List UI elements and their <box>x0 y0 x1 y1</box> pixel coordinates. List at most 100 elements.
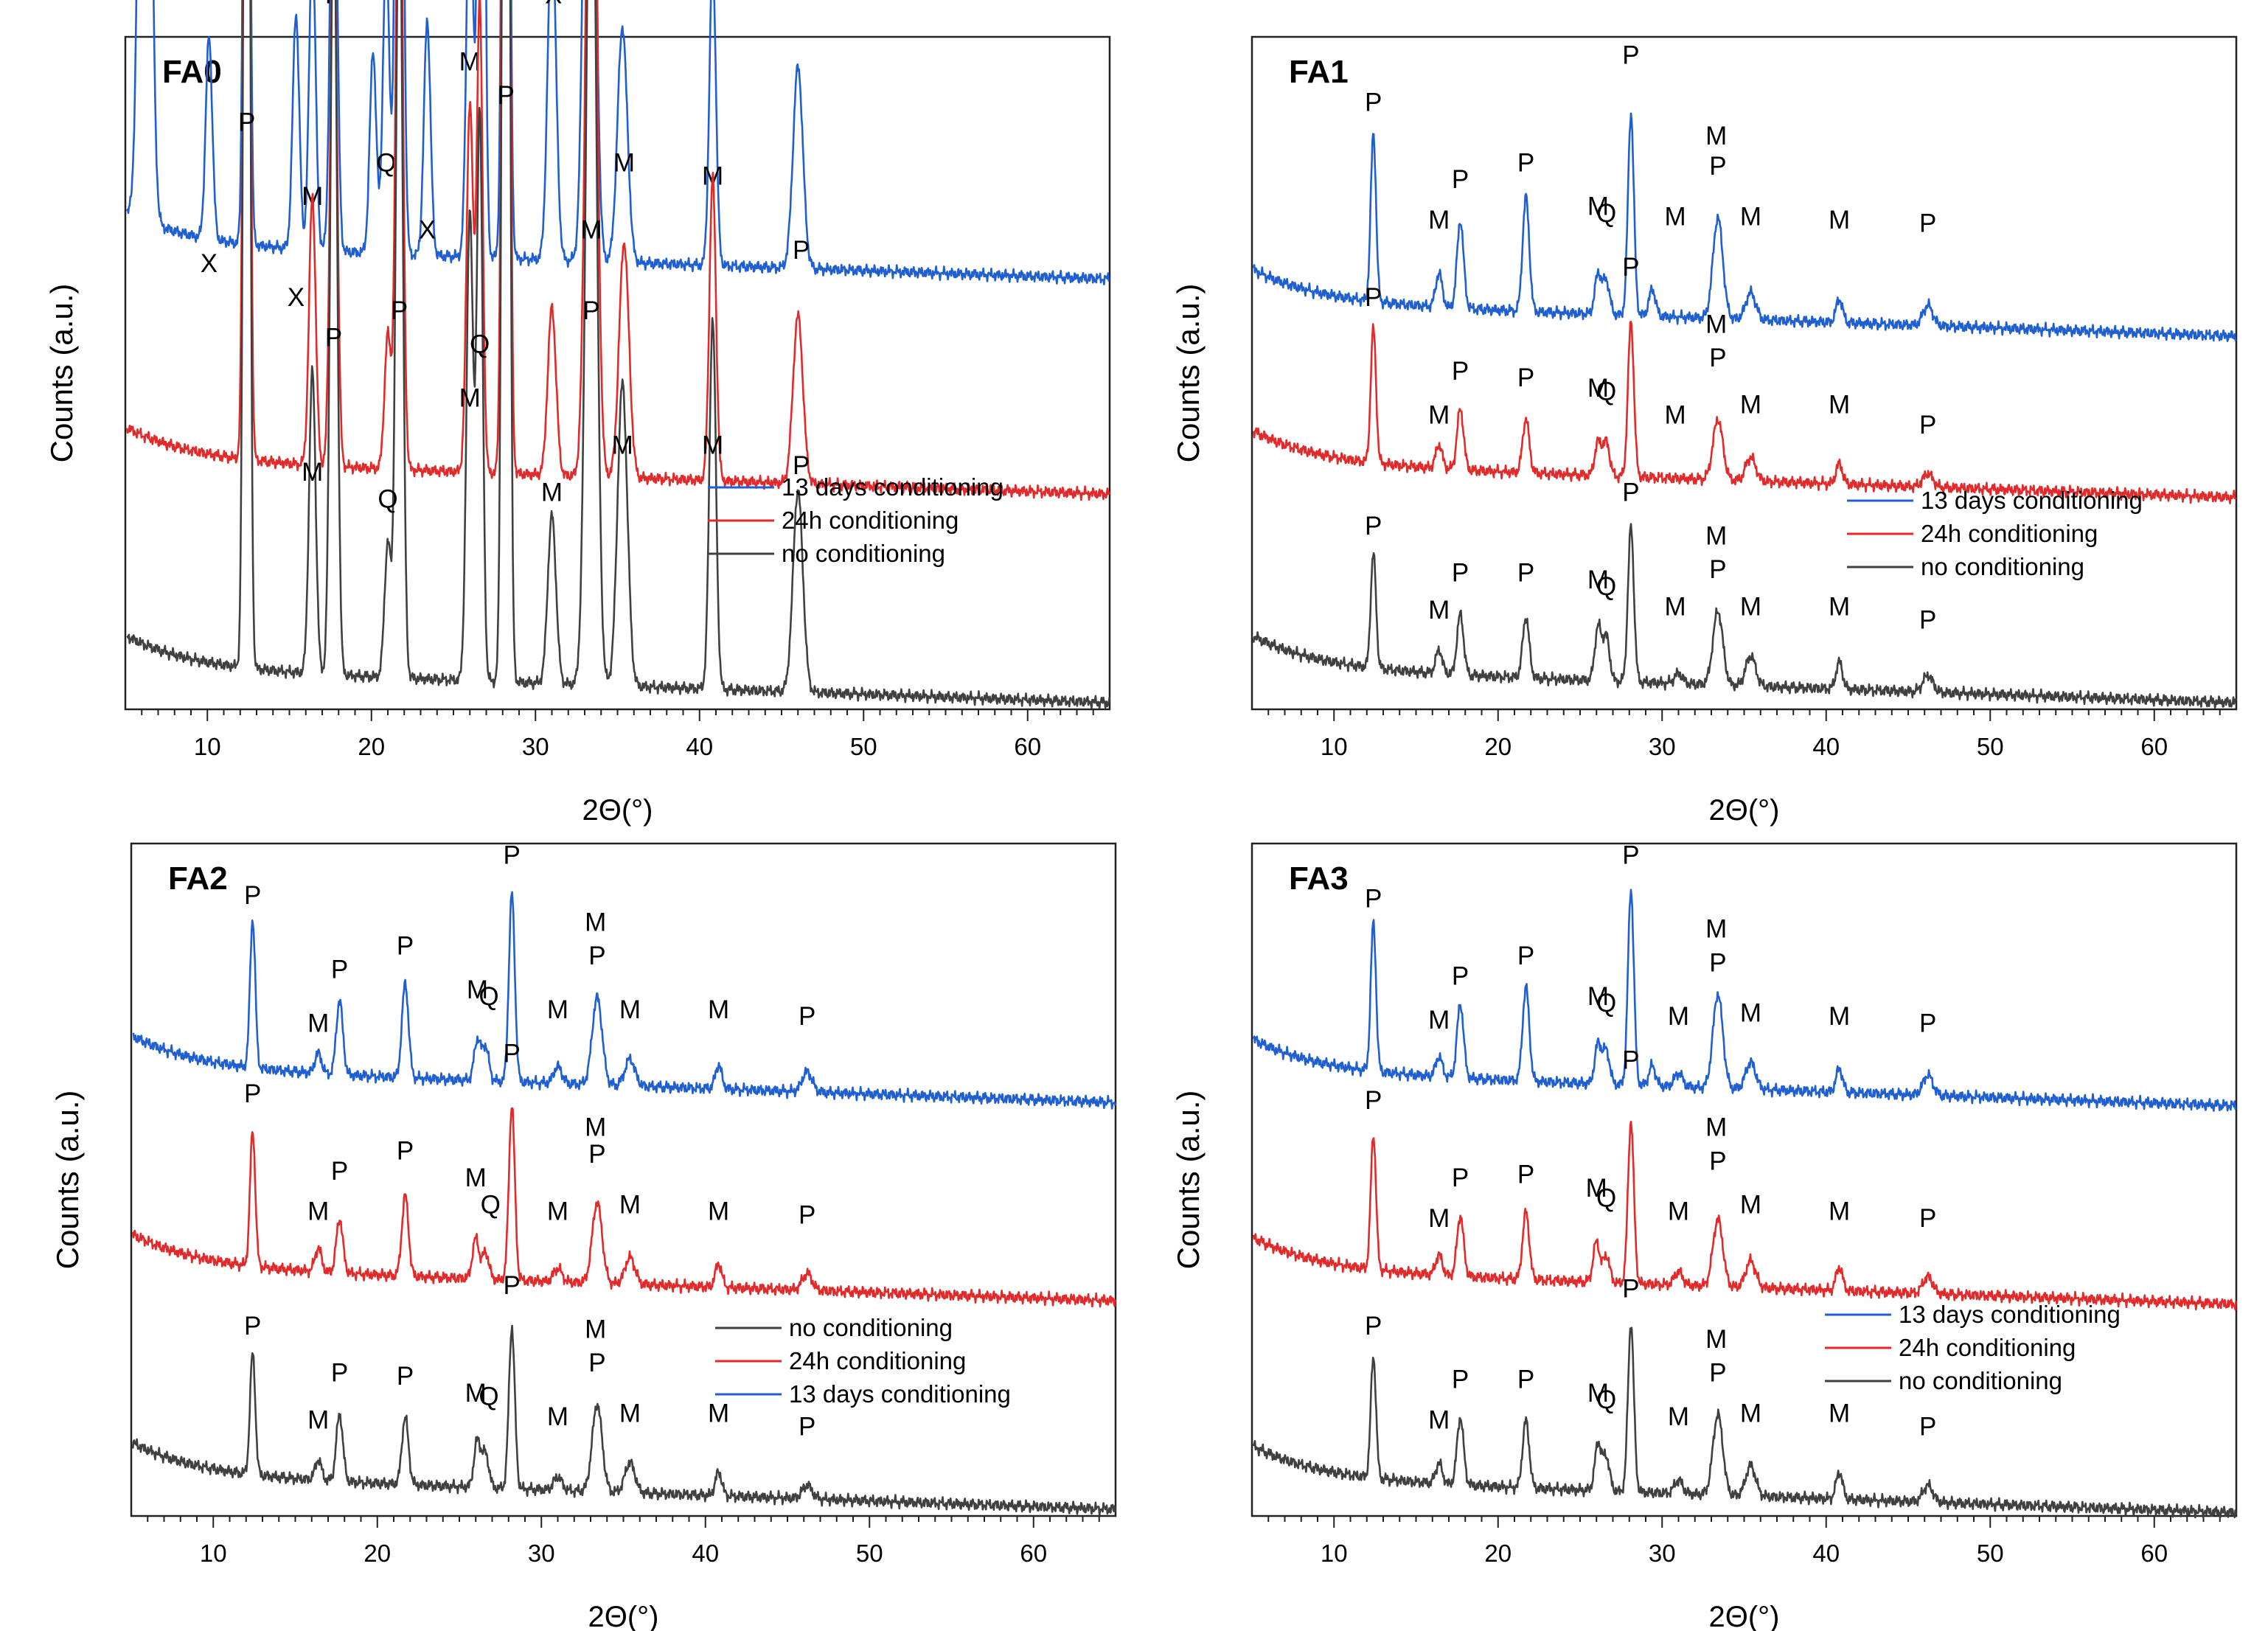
peak-label: P <box>244 1079 261 1108</box>
peak-label: P <box>397 931 414 960</box>
legend-label: no conditioning <box>1899 1367 2062 1394</box>
peak-label: P <box>331 955 348 984</box>
peak-label: Q <box>1596 377 1616 406</box>
peak-label: M <box>1740 1191 1761 1220</box>
peak-label: M <box>585 1315 606 1343</box>
peak-label: P <box>1709 948 1726 977</box>
series-line-blue <box>1252 888 2237 1112</box>
peak-label: M <box>1587 566 1609 594</box>
peak-label: Q <box>470 330 490 359</box>
x-tick-label: 10 <box>194 733 221 760</box>
x-tick-label: 40 <box>686 733 713 760</box>
peak-label: P <box>1622 1046 1639 1075</box>
y-axis-label: Counts (a.u.) <box>50 1091 85 1270</box>
peak-label: Q <box>1596 572 1616 601</box>
y-axis-label: Counts (a.u.) <box>44 284 79 463</box>
x-tick-label: 50 <box>850 733 877 760</box>
peak-label: M <box>465 1164 487 1192</box>
series-line-red <box>125 0 1110 501</box>
peak-label: M <box>1587 374 1609 403</box>
x-tick-label: 10 <box>1321 733 1348 760</box>
peak-label: P <box>1517 148 1534 177</box>
peak-label: M <box>1428 206 1450 234</box>
peak-label: M <box>708 1399 729 1427</box>
peak-label: P <box>793 236 810 265</box>
peak-label: P <box>1517 1366 1534 1394</box>
peak-label: M <box>1705 122 1727 150</box>
peak-label: X <box>288 283 305 312</box>
peak-label: P <box>1365 1312 1382 1340</box>
peak-label: P <box>331 1359 348 1388</box>
peak-label: P <box>1452 1366 1469 1394</box>
peak-label: P <box>244 1312 261 1340</box>
legend-label: 13 days conditioning <box>782 473 1003 501</box>
x-tick-label: 20 <box>1484 733 1512 760</box>
series-line-red <box>1252 321 2237 504</box>
peak-label: P <box>1919 1204 1936 1233</box>
peak-label: M <box>307 1197 329 1226</box>
peak-label: P <box>1452 559 1469 588</box>
peak-label: P <box>397 1362 414 1391</box>
peak-label: M <box>1705 1325 1727 1354</box>
peak-label: M <box>1705 522 1727 551</box>
peak-label: M <box>1829 1399 1850 1427</box>
peak-label: P <box>1919 606 1936 635</box>
x-tick-label: 40 <box>692 1540 719 1567</box>
peak-label: M <box>1829 1002 1850 1031</box>
peak-label: P <box>1622 841 1639 869</box>
peak-label: M <box>467 976 488 1004</box>
peak-label: Q <box>1596 989 1616 1018</box>
peak-label: M <box>1705 310 1727 338</box>
x-tick-label: 30 <box>1649 733 1676 760</box>
peak-label: M <box>619 1191 641 1220</box>
peak-label: P <box>1709 152 1726 181</box>
x-tick-label: 60 <box>2140 1540 2168 1567</box>
series-line-red <box>1252 1121 2237 1311</box>
peak-label: P <box>1517 364 1534 392</box>
peak-label: P <box>1452 962 1469 991</box>
peak-label: P <box>1709 1359 1726 1388</box>
peak-label: P <box>799 1200 815 1229</box>
peak-label: M <box>1428 1006 1450 1034</box>
peak-label: M <box>708 995 729 1024</box>
peak-label: P <box>588 1349 605 1377</box>
peak-label: P <box>504 1039 521 1068</box>
peak-label: M <box>1740 999 1761 1028</box>
peak-label: M <box>1705 915 1727 944</box>
series-line-blue <box>132 891 1116 1110</box>
legend-label: 24h conditioning <box>1899 1334 2076 1361</box>
peak-label: P <box>391 296 408 325</box>
peak-label: P <box>799 1002 815 1031</box>
peak-label: M <box>547 1197 568 1226</box>
series-line-black <box>1252 523 2237 709</box>
peak-label: M <box>708 1197 729 1226</box>
peak-label: M <box>1829 206 1850 234</box>
x-tick-label: 60 <box>1020 1540 1047 1567</box>
legend-label: no conditioning <box>1921 553 2084 580</box>
legend-label: 24h conditioning <box>1921 520 2098 547</box>
legend-label: no conditioning <box>789 1314 953 1341</box>
peak-label: P <box>238 108 255 137</box>
peak-label: P <box>1452 165 1469 194</box>
peak-label: M <box>612 431 633 459</box>
peak-label: P <box>1919 209 1936 237</box>
peak-label: P <box>1452 1164 1469 1192</box>
y-axis-label: Counts (a.u.) <box>1171 1091 1206 1270</box>
peak-label: P <box>325 324 342 352</box>
peak-label: M <box>307 1009 329 1037</box>
peak-label: P <box>582 296 599 325</box>
panel-title: FA0 <box>162 54 222 90</box>
x-tick-label: 50 <box>1977 733 2004 760</box>
peak-label: P <box>397 1137 414 1166</box>
x-tick-label: 20 <box>358 733 385 760</box>
x-tick-label: 10 <box>1321 1540 1348 1567</box>
peak-label: P <box>588 1140 605 1169</box>
x-tick-label: 60 <box>1014 733 1041 760</box>
peak-label: P <box>1452 357 1469 386</box>
peak-label: M <box>1740 391 1761 420</box>
peak-label: M <box>613 148 635 177</box>
peak-label: P <box>1365 1086 1382 1115</box>
